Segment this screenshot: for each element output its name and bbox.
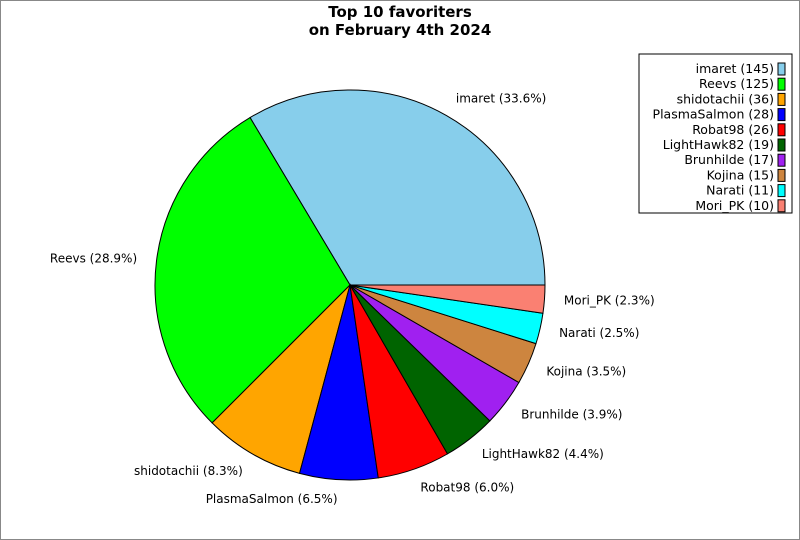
legend-swatch: [777, 77, 786, 91]
legend-swatch: [777, 168, 786, 182]
slice-label: LightHawk82 (4.4%): [482, 447, 604, 461]
legend-swatch: [777, 138, 786, 152]
slice-label: Kojina (3.5%): [546, 364, 626, 378]
legend-entry-label: shidotachii (36): [677, 91, 774, 106]
legend-entry-label: Kojina (15): [707, 167, 774, 182]
legend-entry-label: Brunhilde (17): [684, 152, 774, 167]
pie-slice-reevs: [154, 116, 351, 424]
legend-swatch: [777, 92, 786, 106]
legend-swatch: [777, 199, 786, 213]
slice-label: shidotachii (8.3%): [134, 464, 243, 478]
slice-label: PlasmaSalmon (6.5%): [206, 492, 338, 506]
legend-entry-label: Narati (11): [706, 183, 774, 198]
slice-labels: imaret (33.6%) Reevs (28.9%) shidotachii (…: [50, 91, 655, 506]
slice-label: Narati (2.5%): [559, 326, 639, 340]
slice-label: Robat98 (6.0%): [420, 481, 514, 495]
legend-entry-label: PlasmaSalmon (28): [653, 107, 774, 122]
slice-label: Reevs (28.9%): [50, 252, 137, 266]
legend-entry-label: Reevs (125): [699, 76, 774, 91]
slice-label: Mori_PK (2.3%): [564, 294, 655, 308]
pie-slice-shidotachii: [211, 283, 351, 474]
slice-label: Brunhilde (3.9%): [521, 407, 622, 421]
pie-slice-imaret: [249, 89, 546, 286]
pie-slice-mori_pk: [349, 284, 546, 314]
legend-entry-label: Robat98 (26): [692, 122, 774, 137]
legend-entry-label: imaret (145): [696, 61, 774, 76]
legend-swatch: [777, 62, 786, 76]
legend-entry-label: Mori_PK (10): [695, 198, 774, 213]
chart-title-line-2: on February 4th 2024: [309, 21, 492, 39]
pie-slices: [154, 89, 546, 481]
legend-swatch: [777, 184, 786, 198]
legend-box: [638, 53, 793, 214]
legend: imaret (145)Reevs (125)shidotachii (36)P…: [638, 53, 793, 214]
slice-label: imaret (33.6%): [456, 91, 546, 105]
legend-swatch: [777, 153, 786, 167]
chart-title-line-1: Top 10 favoriters: [328, 3, 472, 21]
legend-swatch: [777, 108, 786, 122]
legend-swatch: [777, 123, 786, 137]
legend-entry-label: LightHawk82 (19): [663, 137, 774, 152]
